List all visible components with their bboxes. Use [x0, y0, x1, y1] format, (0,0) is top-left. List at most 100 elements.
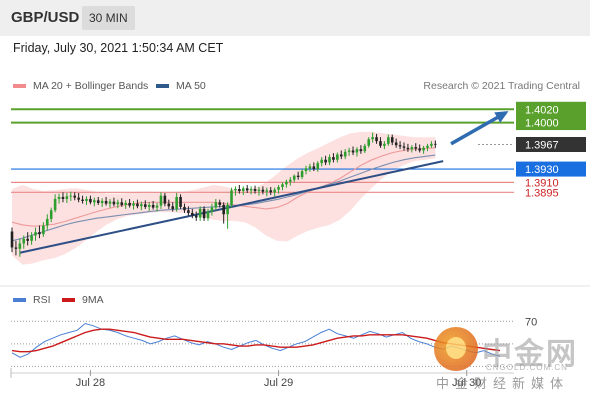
candle-body: [124, 202, 127, 205]
candle-body: [351, 150, 355, 153]
level-label-1.3910: 1.3910: [525, 177, 559, 189]
watermark-logo-icon: [434, 327, 478, 371]
candle-body: [363, 145, 367, 152]
candle-body: [304, 168, 308, 172]
candle-body: [418, 148, 421, 151]
candle-body: [234, 189, 237, 191]
candle-body: [108, 201, 112, 204]
candle-body: [100, 200, 104, 203]
candle-body: [422, 147, 425, 151]
chart-datetime: Friday, July 30, 2021 1:50:34 AM CET: [13, 41, 224, 55]
candle-body: [183, 206, 186, 211]
candle-body: [18, 243, 22, 249]
rsi-level-label: 70: [525, 316, 537, 328]
candle-body: [387, 137, 390, 144]
candle-body: [383, 143, 386, 146]
candle-body: [198, 208, 202, 218]
candle-body: [371, 137, 374, 140]
candle-body: [140, 204, 143, 207]
candle-body: [206, 211, 210, 219]
legend-9ma-label: 9MA: [82, 294, 104, 306]
rsi-panel: 70: [0, 285, 590, 367]
candle-body: [277, 187, 280, 190]
candle-body: [257, 189, 261, 191]
candle-body: [269, 190, 273, 193]
candle-body: [167, 203, 171, 207]
candle-body: [104, 200, 108, 204]
candle-body: [222, 204, 225, 215]
candle-body: [10, 231, 14, 248]
candle-body: [332, 157, 335, 160]
legend-rsi: RSI: [13, 294, 51, 306]
candle-body: [273, 189, 276, 193]
bollinger-band: [12, 131, 436, 265]
top-bar: GBP/USD 30 MIN: [0, 0, 590, 36]
candle-body: [394, 142, 398, 146]
candle-body: [42, 225, 45, 235]
candle-body: [93, 200, 96, 203]
candle-body: [281, 184, 284, 188]
legend-ma50-swatch: [156, 84, 169, 88]
candle-body: [96, 200, 100, 203]
candle-body: [390, 137, 394, 143]
watermark-subtitle: 中金财经新媒体: [436, 377, 570, 392]
candle-body: [245, 188, 249, 191]
candle-body: [179, 196, 182, 207]
legend-ma20-label: MA 20 + Bollinger Bands: [33, 80, 149, 92]
candle-body: [49, 210, 53, 219]
candle-body: [261, 189, 265, 192]
candle-body: [143, 204, 147, 207]
legend-ma50: MA 50: [156, 80, 206, 92]
candle-body: [136, 203, 139, 207]
candle-body: [410, 147, 414, 150]
rsi-ma9-line: [11, 328, 501, 353]
level-label-1.3895: 1.3895: [525, 187, 559, 199]
candle-body: [85, 198, 88, 201]
level-label-1.4000: 1.4000: [525, 118, 559, 130]
candle-body: [14, 247, 18, 249]
rsi-line: [11, 322, 501, 358]
candle-body: [22, 238, 26, 244]
candle-body: [375, 137, 378, 142]
price-levels: [11, 108, 514, 193]
candle-body: [430, 143, 433, 146]
candle-body: [316, 163, 320, 170]
candle-body: [191, 212, 194, 216]
candle-body: [336, 154, 339, 160]
candle-body: [406, 147, 410, 150]
watermark: 中金网 CNGOLD.COM.CN 中金财经新媒体: [434, 325, 590, 400]
candle-body: [77, 197, 80, 200]
candle-body: [45, 218, 49, 226]
candle-body: [210, 207, 214, 212]
candle-body: [120, 202, 124, 205]
legend-ma20-swatch: [13, 84, 26, 88]
candle-body: [308, 166, 312, 169]
level-label-box-1.3930: [516, 161, 586, 177]
legend-ma20: MA 20 + Bollinger Bands: [13, 80, 148, 92]
forecast-arrow-head: [494, 111, 509, 123]
candle-body: [367, 139, 371, 146]
candle-body: [214, 202, 218, 208]
candle-body: [328, 157, 331, 163]
candle-body: [30, 235, 33, 241]
candle-body: [34, 232, 37, 236]
x-tick-label: Jul 28: [76, 377, 105, 389]
candle-body: [53, 198, 57, 211]
candle-body: [171, 206, 175, 209]
candle-body: [89, 198, 92, 203]
candle-body: [38, 232, 41, 235]
instrument-title: GBP/USD: [11, 9, 80, 26]
candle-body: [414, 147, 418, 149]
candle-body: [132, 203, 135, 206]
candle-body: [65, 196, 69, 199]
x-tick-label: Jul 30: [452, 377, 481, 389]
watermark-title: 中金网: [482, 337, 578, 372]
interval-button[interactable]: 30 MIN: [82, 6, 135, 30]
candle-body: [343, 151, 347, 157]
x-tick-label: Jul 29: [264, 377, 293, 389]
candle-body: [116, 202, 120, 205]
level-label-box-1.4020: [516, 101, 586, 117]
legend-ma50-label: MA 50: [176, 80, 206, 92]
